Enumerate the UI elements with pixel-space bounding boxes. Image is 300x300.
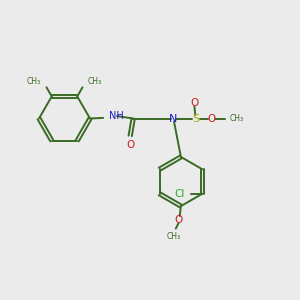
- Text: S: S: [192, 113, 200, 124]
- Text: O: O: [174, 214, 183, 225]
- Text: O: O: [126, 140, 134, 149]
- Text: CH₃: CH₃: [88, 77, 102, 86]
- Text: CH₃: CH₃: [27, 77, 41, 86]
- Text: CH₃: CH₃: [167, 232, 181, 241]
- Text: N: N: [169, 113, 178, 124]
- Text: Cl: Cl: [175, 189, 185, 199]
- Text: O: O: [190, 98, 199, 108]
- Text: CH₃: CH₃: [230, 114, 244, 123]
- Text: NH: NH: [109, 111, 123, 121]
- Text: O: O: [207, 113, 216, 124]
